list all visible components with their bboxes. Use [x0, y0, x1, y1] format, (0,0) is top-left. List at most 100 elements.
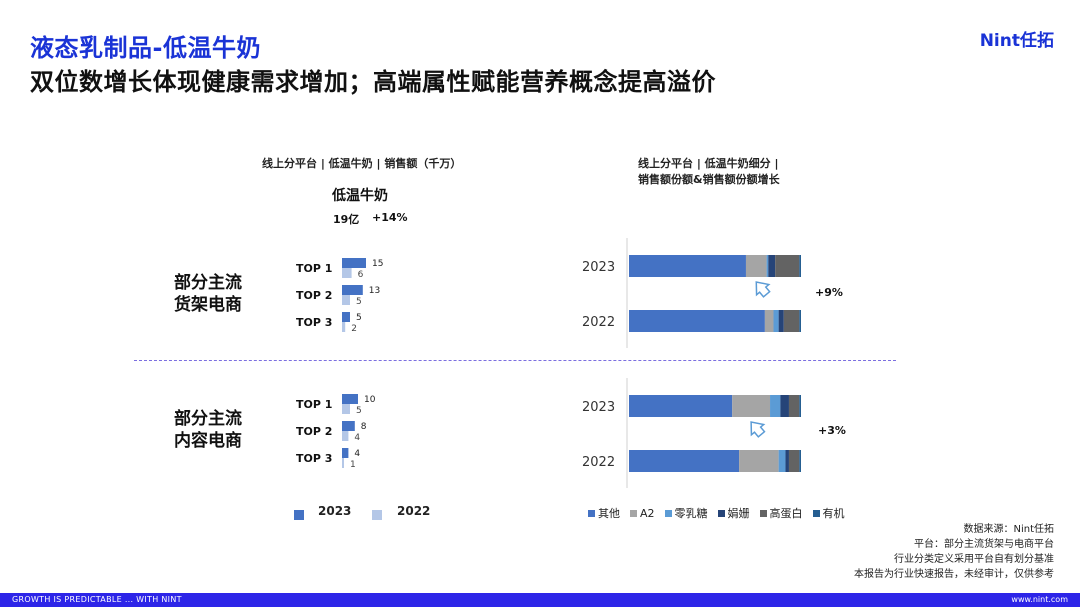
rank-label: TOP 2: [296, 289, 332, 302]
legend-swatch: [630, 510, 637, 517]
brand-logo: Nint任拓: [979, 31, 1054, 51]
bar-2023: [342, 394, 358, 404]
segment-bar: [770, 395, 781, 417]
rank-label: TOP 3: [296, 316, 332, 329]
legend-label-2022: 2022: [397, 504, 431, 518]
segment-bar: [629, 255, 746, 277]
legend-item: A2: [630, 507, 655, 520]
segment-bar: [788, 450, 800, 472]
growth-content: +3%: [818, 424, 846, 437]
rank-label: TOP 1: [296, 398, 332, 411]
legend-item: 其他: [588, 507, 620, 520]
source-line3: 行业分类定义采用平台自有划分基准: [894, 554, 1054, 565]
footer-url: www.nint.com: [1011, 595, 1068, 604]
segment-bar: [739, 450, 779, 472]
bar-2023: [342, 448, 349, 458]
segment-bar: [783, 310, 800, 332]
legend-swatch-2022: [372, 510, 382, 520]
legend-swatch-2023: [294, 510, 304, 520]
bar-2022: [342, 431, 349, 441]
segment-bar: [785, 450, 789, 472]
segment-bar: [780, 395, 789, 417]
segment-bar: [788, 395, 800, 417]
legend-item: 有机: [812, 507, 845, 520]
legend-text: 零乳糖: [674, 507, 708, 520]
bar-2023-label: 4: [354, 449, 360, 459]
legend-text: 高蛋白: [769, 507, 803, 520]
legend-swatch: [664, 510, 672, 517]
segment-bar: [799, 450, 801, 472]
footer-slogan: GROWTH IS PREDICTABLE ... WITH NINT: [12, 595, 182, 604]
segment-legend: 其他 A2 零乳糖 娟姗 高蛋白 有机: [588, 505, 855, 521]
segment-bar: [745, 255, 767, 277]
bar-2023-label: 8: [361, 422, 367, 432]
legend-text: 娟姗: [727, 507, 750, 520]
content-segment-share-chart: 2023 2022: [582, 378, 801, 488]
legend-2022: [372, 505, 382, 524]
segment-bar: [778, 310, 784, 332]
bar-2023-label: 10: [364, 395, 376, 405]
source-line4: 本报告为行业快速报告，未经审计，仅供参考: [854, 569, 1054, 580]
right-chart-title-line1: 线上分平台 | 低温牛奶细分 |: [638, 157, 779, 170]
group-label-shelf-line2: 货架电商: [174, 295, 242, 315]
bar-2022-label: 5: [356, 406, 362, 416]
kpi-value: 19亿: [333, 213, 360, 226]
rank-label: TOP 2: [296, 425, 332, 438]
legend-text: 其他: [598, 507, 620, 520]
bar-2022: [342, 322, 346, 332]
bar-2023: [342, 285, 363, 295]
legend-2023: [294, 505, 304, 524]
left-chart-title: 线上分平台 | 低温牛奶 | 销售额（千万）: [262, 157, 462, 170]
bar-2022-label: 2: [351, 324, 357, 334]
legend-swatch: [759, 510, 767, 517]
segment-bar: [732, 395, 771, 417]
segment-bar: [799, 255, 801, 277]
legend-item: 高蛋白: [759, 507, 803, 520]
segment-bar: [629, 310, 765, 332]
source-line2: 平台：部分主流货架与电商平台: [914, 539, 1054, 550]
segment-bar: [764, 310, 774, 332]
group-label-content: 部分主流 内容电商: [174, 408, 242, 452]
bar-2022: [342, 404, 350, 414]
bar-2023-label: 5: [356, 313, 362, 323]
right-chart-title-line2: 销售额份额&销售额份额增长: [638, 173, 780, 186]
footer-bar: [0, 593, 1080, 607]
section-divider: [134, 360, 896, 361]
growth-shelf: +9%: [815, 286, 843, 299]
legend-item: 零乳糖: [664, 507, 708, 520]
kpi-title: 低温牛奶: [332, 188, 388, 204]
group-label-shelf-line1: 部分主流: [174, 273, 242, 293]
source-line1: 数据来源：Nint任拓: [963, 524, 1054, 535]
legend-label-2023: 2023: [318, 504, 352, 518]
page-title: 液态乳制品-低温牛奶: [30, 34, 261, 62]
bar-2022-label: 6: [358, 270, 364, 280]
year-label: 2022: [582, 455, 615, 470]
bar-2023: [342, 258, 366, 268]
group-label-content-line2: 内容电商: [174, 431, 242, 451]
bar-2023: [342, 421, 355, 431]
segment-bar: [629, 450, 740, 472]
legend-item: 娟姗: [717, 507, 750, 520]
legend-text: A2: [640, 507, 655, 520]
bar-2022: [342, 268, 352, 278]
group-label-shelf: 部分主流 货架电商: [174, 272, 242, 316]
segment-bar: [766, 255, 769, 277]
legend-text: 有机: [822, 507, 845, 520]
kpi-growth: +14%: [372, 211, 408, 224]
segment-bar: [629, 395, 733, 417]
rank-label: TOP 1: [296, 262, 332, 275]
bar-2023: [342, 312, 350, 322]
page-subtitle: 双位数增长体现健康需求增加；高端属性赋能营养概念提高溢价: [30, 68, 716, 96]
group-label-content-line1: 部分主流: [174, 409, 242, 429]
bar-2022: [342, 458, 344, 468]
segment-bar: [775, 255, 800, 277]
year-label: 2023: [582, 400, 615, 415]
bar-2022-label: 1: [350, 460, 356, 470]
growth-arrow-icon: [750, 421, 766, 438]
bar-2022: [342, 295, 350, 305]
segment-bar: [778, 450, 786, 472]
year-label: 2022: [582, 315, 615, 330]
year-label: 2023: [582, 260, 615, 275]
